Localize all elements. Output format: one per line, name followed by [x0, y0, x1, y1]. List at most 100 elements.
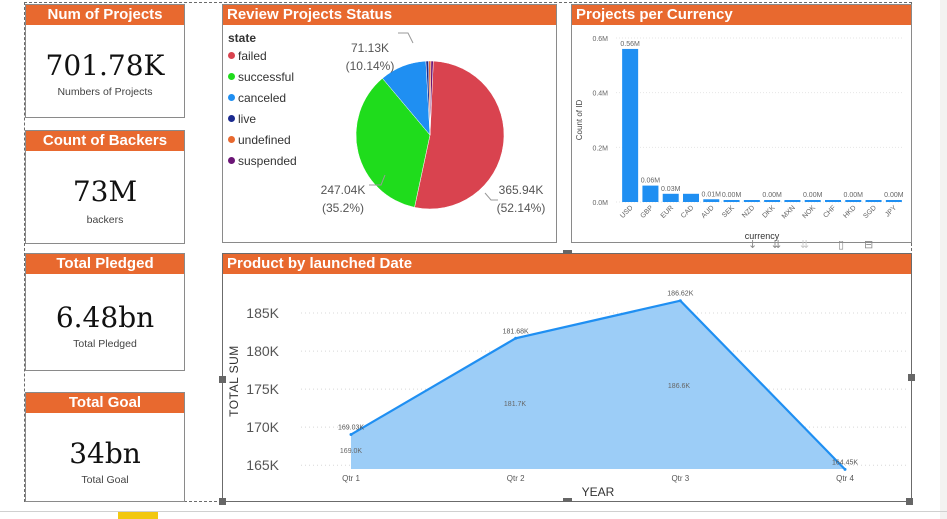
bar-HKD[interactable]: [845, 200, 862, 202]
kpi-value: 701.78K: [45, 49, 165, 82]
resize-handle[interactable]: [219, 376, 226, 383]
bar-JPY[interactable]: [885, 200, 902, 202]
area-point[interactable]: [514, 336, 518, 340]
area-inner-label: 186.6K: [668, 383, 691, 390]
expand-down-icon[interactable]: ⇊: [800, 238, 810, 251]
bar-SGD[interactable]: [865, 200, 882, 202]
bar-data-label: 0.03M: [661, 186, 681, 193]
x-tick-label: EUR: [660, 204, 675, 219]
status-pie-chart[interactable]: [223, 5, 558, 244]
area-line[interactable]: [350, 299, 846, 471]
leader-line: [398, 32, 414, 44]
kpi-card-projects[interactable]: Num of Projects 701.78K Numbers of Proje…: [25, 4, 185, 118]
legend-item-canceled[interactable]: canceled: [228, 91, 286, 105]
area-inner-label: 181.7K: [504, 401, 527, 408]
bar-MXN[interactable]: [784, 200, 801, 202]
launch-area-title: Product by launched Date: [223, 254, 911, 274]
page-tab-divider: [0, 511, 947, 512]
x-tick-label: MXN: [781, 204, 797, 220]
focus-mode-icon[interactable]: ⊟: [864, 238, 874, 251]
bar-DKK[interactable]: [764, 200, 781, 202]
kpi-label: backers: [86, 214, 124, 226]
legend-marker: [228, 136, 235, 144]
drill-all-icon[interactable]: ⇊: [772, 238, 782, 251]
y-tick-label: 0.0M: [592, 200, 608, 207]
area-point[interactable]: [349, 433, 353, 437]
kpi-label: Numbers of Projects: [57, 86, 153, 98]
legend-label: failed: [238, 49, 267, 63]
resize-handle[interactable]: [906, 498, 913, 505]
bar-data-label: 0.01M: [702, 191, 722, 198]
y-tick-label: 0.4M: [592, 91, 608, 98]
x-tick-label: USD: [619, 204, 634, 219]
x-tick-label: NOK: [801, 204, 817, 220]
y-tick-label: 0.2M: [592, 145, 608, 152]
kpi-value: 6.48bn: [55, 301, 155, 334]
legend-label: successful: [238, 70, 295, 84]
bar-NZD[interactable]: [743, 200, 760, 202]
pie-label-failed: 365.94K (52.14%): [486, 181, 556, 217]
legend-label: canceled: [238, 91, 287, 105]
legend-item-failed[interactable]: failed: [228, 49, 267, 63]
legend-item-suspended[interactable]: suspended: [228, 154, 297, 168]
kpi-title: Total Goal: [26, 393, 184, 413]
kpi-card-goal[interactable]: Total Goal 34bn Total Goal: [25, 392, 185, 502]
area-data-label: 169.03K: [338, 425, 364, 432]
y-tick-label: 175K: [246, 381, 279, 397]
area-point[interactable]: [678, 299, 682, 303]
currency-bar-card[interactable]: Projects per Currency 0.0M 0.2M 0.4M 0.6M Co…: [571, 4, 912, 243]
area-data-label: 164.45K: [832, 459, 858, 466]
x-tick-label: DKK: [761, 204, 776, 219]
y-tick-label: 180K: [246, 343, 279, 359]
currency-bar-chart[interactable]: 0.0M 0.2M 0.4M 0.6M Count of ID currency 0.56M…: [572, 5, 913, 244]
y-axis-title: TOTAL SUM: [227, 345, 241, 417]
x-tick-label: Qtr 3: [671, 474, 689, 483]
bar-CHF[interactable]: [825, 200, 841, 202]
x-tick-label: GBP: [639, 204, 655, 220]
legend-marker: [228, 94, 235, 102]
kpi-value: 73M: [72, 175, 138, 208]
pie-slice-failed[interactable]: [414, 60, 505, 210]
x-tick-label: CAD: [680, 204, 695, 219]
right-scroll-edge[interactable]: [940, 0, 947, 519]
status-pie-card[interactable]: Review Projects Status state failed succe…: [222, 4, 557, 243]
legend-item-successful[interactable]: successful: [228, 70, 294, 84]
pie-label-value: 247.04K: [320, 183, 366, 197]
bar-CAD[interactable]: [683, 193, 699, 202]
x-tick-label: JPY: [884, 204, 898, 218]
pie-label-percent: (10.14%): [345, 59, 395, 73]
bar-USD[interactable]: [622, 48, 639, 202]
resize-handle[interactable]: [563, 250, 572, 254]
bar-AUD[interactable]: [703, 199, 720, 202]
pie-slice-suspended[interactable]: [429, 60, 434, 136]
resize-handle[interactable]: [908, 374, 915, 381]
resize-handle[interactable]: [219, 498, 226, 505]
pie-slice-successful[interactable]: [355, 77, 431, 208]
launch-area-card[interactable]: Product by launched Date 165K 170K 175K 180…: [222, 253, 912, 502]
legend-item-undefined[interactable]: undefined: [228, 133, 291, 147]
bar-data-label: 0.00M: [762, 192, 782, 199]
visual-toolbar: ↓ ⇊ ⇊ ▯ ⊟: [720, 238, 880, 251]
status-pie-title: Review Projects Status: [223, 5, 556, 25]
leader-line: [369, 174, 386, 186]
area-fill[interactable]: [351, 300, 845, 470]
kpi-card-backers[interactable]: Count of Backers 73M backers: [25, 130, 185, 244]
page-tab-indicator[interactable]: [118, 512, 158, 519]
bar-EUR[interactable]: [662, 193, 679, 202]
bar-GBP[interactable]: [642, 185, 659, 202]
bar-NOK[interactable]: [804, 200, 821, 202]
kpi-label: Total Goal: [81, 474, 129, 486]
filter-icon[interactable]: ▯: [838, 238, 845, 251]
kpi-title: Num of Projects: [26, 5, 184, 25]
legend-item-live[interactable]: live: [228, 112, 256, 126]
x-tick-label: Qtr 1: [342, 474, 360, 483]
bar-SEK[interactable]: [723, 200, 740, 202]
drill-down-icon[interactable]: ↓: [748, 238, 758, 251]
kpi-card-pledged[interactable]: Total Pledged 6.48bn Total Pledged: [25, 253, 185, 371]
pie-label-value: 365.94K: [498, 183, 544, 197]
pie-label-successful: 247.04K (35.2%): [308, 181, 378, 217]
resize-handle[interactable]: [563, 498, 572, 502]
area-point[interactable]: [843, 467, 847, 471]
y-tick-label: 0.6M: [592, 36, 608, 43]
launch-area-chart[interactable]: 165K 170K 175K 180K 185K TOTAL SUM YEAR 169.03K…: [223, 254, 913, 503]
